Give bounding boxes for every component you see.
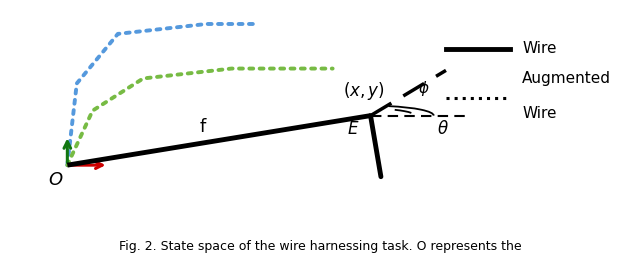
Text: $E$: $E$ <box>347 120 359 138</box>
Text: $O$: $O$ <box>48 171 64 189</box>
Text: $\mathsf{f}$: $\mathsf{f}$ <box>199 118 207 136</box>
Text: Wire: Wire <box>522 106 557 121</box>
Text: $\phi$: $\phi$ <box>418 79 429 98</box>
Text: Augmented: Augmented <box>522 71 611 86</box>
Text: $(x,y)$: $(x,y)$ <box>343 80 385 102</box>
Text: $\theta$: $\theta$ <box>437 120 449 138</box>
Text: Fig. 2. State space of the wire harnessing task. O represents the: Fig. 2. State space of the wire harnessi… <box>118 240 522 253</box>
Text: Wire: Wire <box>522 41 557 56</box>
